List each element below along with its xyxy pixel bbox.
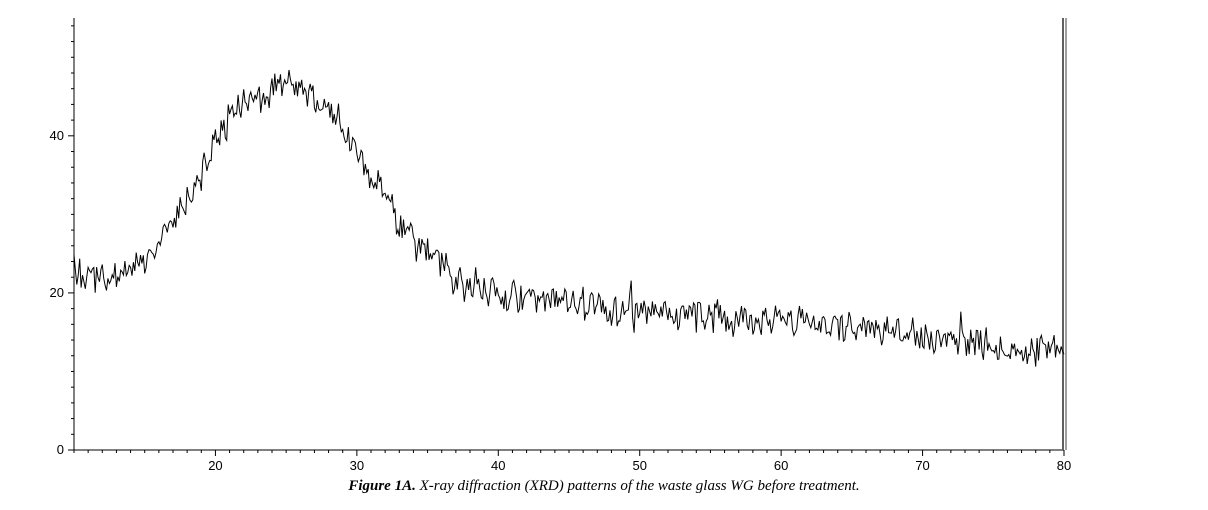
svg-text:0: 0 (57, 442, 64, 457)
figure-text: X-ray diffraction (XRD) patterns of the … (416, 478, 860, 494)
svg-text:30: 30 (350, 458, 364, 473)
svg-text:40: 40 (50, 128, 64, 143)
xrd-chart: 0 20 40 20 30 40 50 60 70 80 (0, 0, 1208, 510)
figure-caption: Figure 1A. X-ray diffraction (XRD) patte… (0, 478, 1208, 495)
figure-label: Figure 1A. (348, 478, 416, 494)
svg-text:20: 20 (208, 458, 222, 473)
svg-text:70: 70 (915, 458, 929, 473)
svg-text:50: 50 (632, 458, 646, 473)
xrd-chart-container: 0 20 40 20 30 40 50 60 70 80 Figure 1A. X-ray dif… (0, 0, 1208, 510)
svg-text:60: 60 (774, 458, 788, 473)
svg-text:40: 40 (491, 458, 505, 473)
svg-text:80: 80 (1057, 458, 1071, 473)
svg-text:20: 20 (50, 285, 64, 300)
